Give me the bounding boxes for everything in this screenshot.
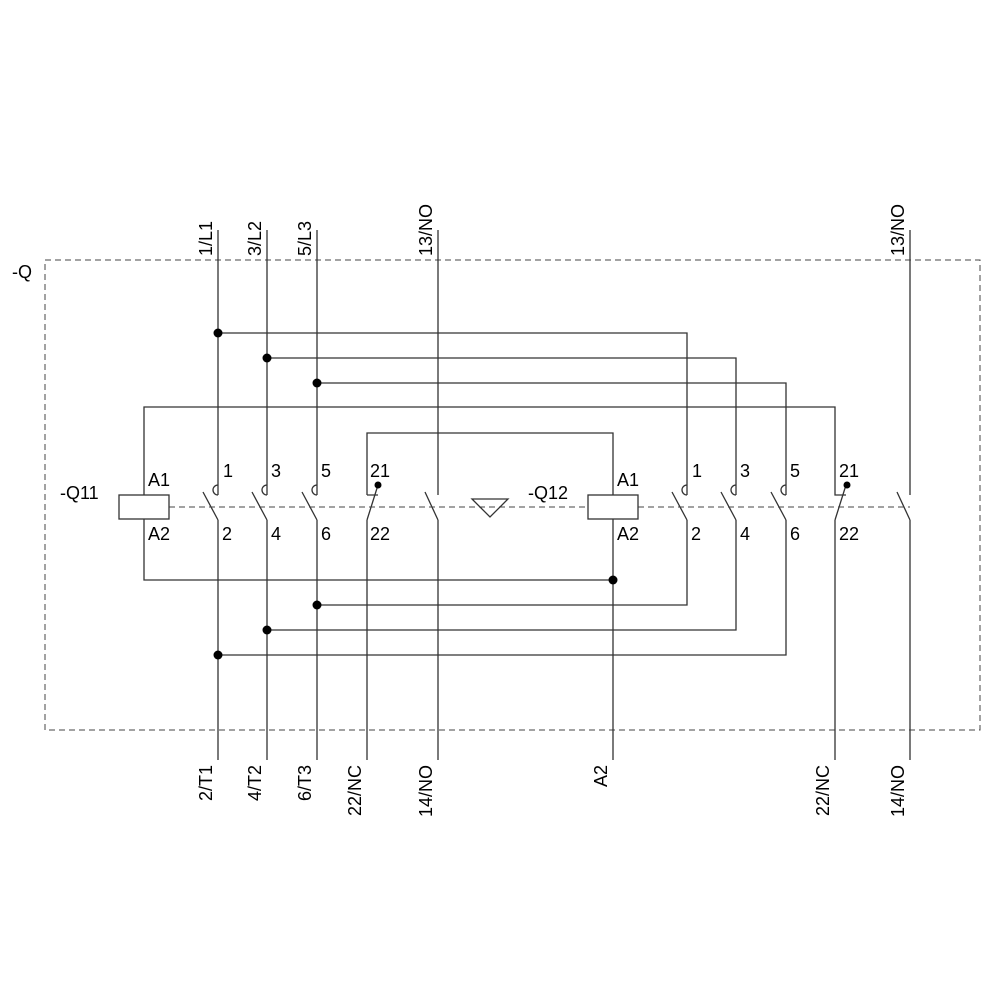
q12-contact-21: 21: [839, 461, 859, 481]
terminal-A2: A2: [591, 765, 611, 787]
device-enclosure-dashed: [44, 259, 981, 731]
q12-coil-a2: A2: [617, 524, 639, 544]
terminal-3-L2: 3/L2: [245, 221, 265, 256]
coil-q12: [587, 494, 639, 520]
q11-contact-22: 22: [370, 524, 390, 544]
terminal-2-T1: 2/T1: [196, 765, 216, 801]
q12-contact-2: 2: [691, 524, 701, 544]
q11-contact-2: 2: [222, 524, 232, 544]
terminal-5-L3: 5/L3: [295, 221, 315, 256]
q12-contact-1: 1: [692, 461, 702, 481]
terminal-22-NC-q12: 22/NC: [813, 765, 833, 816]
q11-contact-4: 4: [271, 524, 281, 544]
q11-contact-3: 3: [271, 461, 281, 481]
terminal-13-NO-q11: 13/NO: [416, 204, 436, 256]
q11-coil-a1: A1: [148, 470, 170, 490]
contactor-q11-labels: -Q11 A1 A2 1 3 5 21 2 4 6 22: [60, 461, 390, 544]
q12-contact-22: 22: [839, 524, 859, 544]
terminal-1-L1: 1/L1: [196, 221, 216, 256]
q12-contact-5: 5: [790, 461, 800, 481]
q12-contact-3: 3: [740, 461, 750, 481]
coil-q11: [118, 494, 170, 520]
terminal-13-NO-q12: 13/NO: [888, 204, 908, 256]
q11-name: -Q11: [60, 483, 99, 503]
q12-contact-4: 4: [740, 524, 750, 544]
terminal-4-T2: 4/T2: [245, 765, 265, 801]
terminal-14-NO-q11: 14/NO: [416, 765, 436, 817]
q11-contact-5: 5: [321, 461, 331, 481]
junction-dots: [213, 328, 851, 660]
top-terminal-labels: 1/L1 3/L2 5/L3 13/NO 13/NO: [196, 204, 908, 256]
device-label: -Q: [12, 262, 32, 282]
q12-coil-a1: A1: [617, 470, 639, 490]
bottom-terminal-labels: 2/T1 4/T2 6/T3 22/NC 14/NO A2 22/NC 14/N…: [196, 765, 908, 817]
terminal-22-NC-q11: 22/NC: [345, 765, 365, 816]
terminal-6-T3: 6/T3: [295, 765, 315, 801]
wiring: [143, 230, 911, 760]
q11-coil-a2: A2: [148, 524, 170, 544]
terminal-14-NO-q12: 14/NO: [888, 765, 908, 817]
contactor-q12-labels: -Q12 A1 A2 1 3 5 21 2 4 6 22: [528, 461, 859, 544]
q11-contact-21: 21: [370, 461, 390, 481]
q12-contact-6: 6: [790, 524, 800, 544]
q12-name: -Q12: [528, 483, 568, 503]
q11-contact-6: 6: [321, 524, 331, 544]
q11-contact-1: 1: [223, 461, 233, 481]
mechanical-interlock-symbol: [470, 498, 510, 518]
